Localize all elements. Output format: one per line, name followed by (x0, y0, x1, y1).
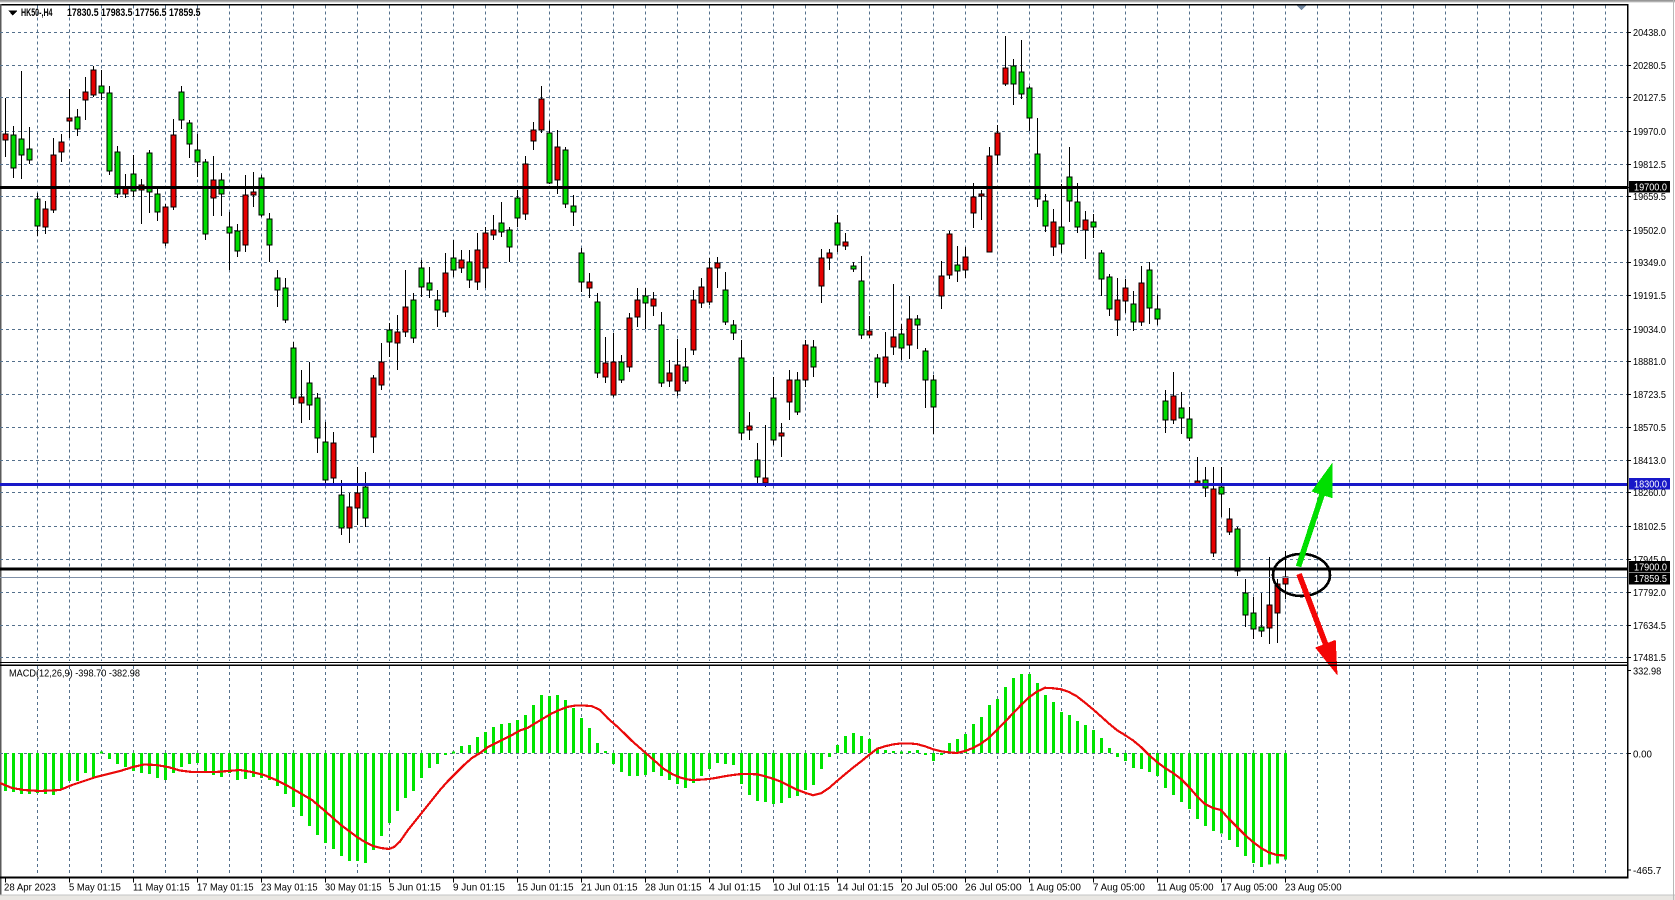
svg-text:20 Jul 05:00: 20 Jul 05:00 (901, 882, 958, 894)
svg-text:332.98: 332.98 (1633, 665, 1661, 677)
svg-text:4 Jul 01:15: 4 Jul 01:15 (709, 882, 761, 894)
svg-text:19191.5: 19191.5 (1633, 290, 1666, 302)
svg-text:19970.0: 19970.0 (1633, 126, 1666, 138)
svg-text:0.00: 0.00 (1633, 748, 1652, 760)
svg-text:19659.5: 19659.5 (1633, 191, 1666, 203)
svg-text:7 Aug 05:00: 7 Aug 05:00 (1093, 882, 1145, 894)
svg-text:17 May 01:15: 17 May 01:15 (197, 882, 254, 894)
svg-text:17481.5: 17481.5 (1633, 652, 1666, 664)
svg-text:19700.0: 19700.0 (1634, 182, 1667, 194)
svg-text:20280.5: 20280.5 (1633, 60, 1666, 72)
svg-text:17634.5: 17634.5 (1633, 620, 1666, 632)
svg-text:18723.5: 18723.5 (1633, 389, 1666, 401)
svg-text:5 May 01:15: 5 May 01:15 (69, 882, 121, 894)
svg-text:14 Jul 01:15: 14 Jul 01:15 (837, 882, 894, 894)
svg-text:18260.0: 18260.0 (1633, 487, 1666, 499)
svg-text:5 Jun 01:15: 5 Jun 01:15 (389, 882, 441, 894)
svg-text:28 Jun 01:15: 28 Jun 01:15 (645, 882, 702, 894)
svg-text:11 Aug 05:00: 11 Aug 05:00 (1157, 882, 1214, 894)
svg-text:17830.5 17983.5 17756.5 17859.: 17830.5 17983.5 17756.5 17859.5 (67, 7, 201, 19)
svg-text:19349.0: 19349.0 (1633, 257, 1666, 269)
svg-text:17792.0: 17792.0 (1633, 587, 1666, 599)
svg-text:1 Aug 05:00: 1 Aug 05:00 (1029, 882, 1081, 894)
svg-text:MACD(12,26,9) -398.70 -382.98: MACD(12,26,9) -398.70 -382.98 (9, 668, 140, 680)
svg-text:17859.5: 17859.5 (1634, 573, 1667, 585)
svg-text:20438.0: 20438.0 (1633, 27, 1666, 39)
svg-text:19502.0: 19502.0 (1633, 225, 1666, 237)
svg-text:21 Jun 01:15: 21 Jun 01:15 (581, 882, 638, 894)
svg-text:26 Jul 05:00: 26 Jul 05:00 (965, 882, 1022, 894)
svg-text:HK50-,H4: HK50-,H4 (21, 7, 53, 19)
svg-text:23 May 01:15: 23 May 01:15 (261, 882, 318, 894)
svg-text:11 May 01:15: 11 May 01:15 (133, 882, 190, 894)
svg-text:17 Aug 05:00: 17 Aug 05:00 (1221, 882, 1278, 894)
svg-text:30 May 01:15: 30 May 01:15 (325, 882, 382, 894)
svg-text:20127.5: 20127.5 (1633, 92, 1666, 104)
svg-text:-465.7: -465.7 (1633, 865, 1661, 877)
svg-text:18881.0: 18881.0 (1633, 356, 1666, 368)
svg-text:18300.0: 18300.0 (1634, 478, 1667, 490)
svg-text:19812.5: 19812.5 (1633, 159, 1666, 171)
svg-text:18413.0: 18413.0 (1633, 455, 1666, 467)
svg-text:23 Aug 05:00: 23 Aug 05:00 (1285, 882, 1342, 894)
svg-text:17900.0: 17900.0 (1634, 562, 1667, 574)
svg-text:9 Jun 01:15: 9 Jun 01:15 (453, 882, 505, 894)
svg-text:18102.5: 18102.5 (1633, 521, 1666, 533)
svg-text:15 Jun 01:15: 15 Jun 01:15 (517, 882, 574, 894)
svg-text:19034.0: 19034.0 (1633, 324, 1666, 336)
svg-text:18570.5: 18570.5 (1633, 422, 1666, 434)
svg-text:10 Jul 01:15: 10 Jul 01:15 (773, 882, 830, 894)
svg-text:28 Apr 2023: 28 Apr 2023 (4, 882, 56, 894)
